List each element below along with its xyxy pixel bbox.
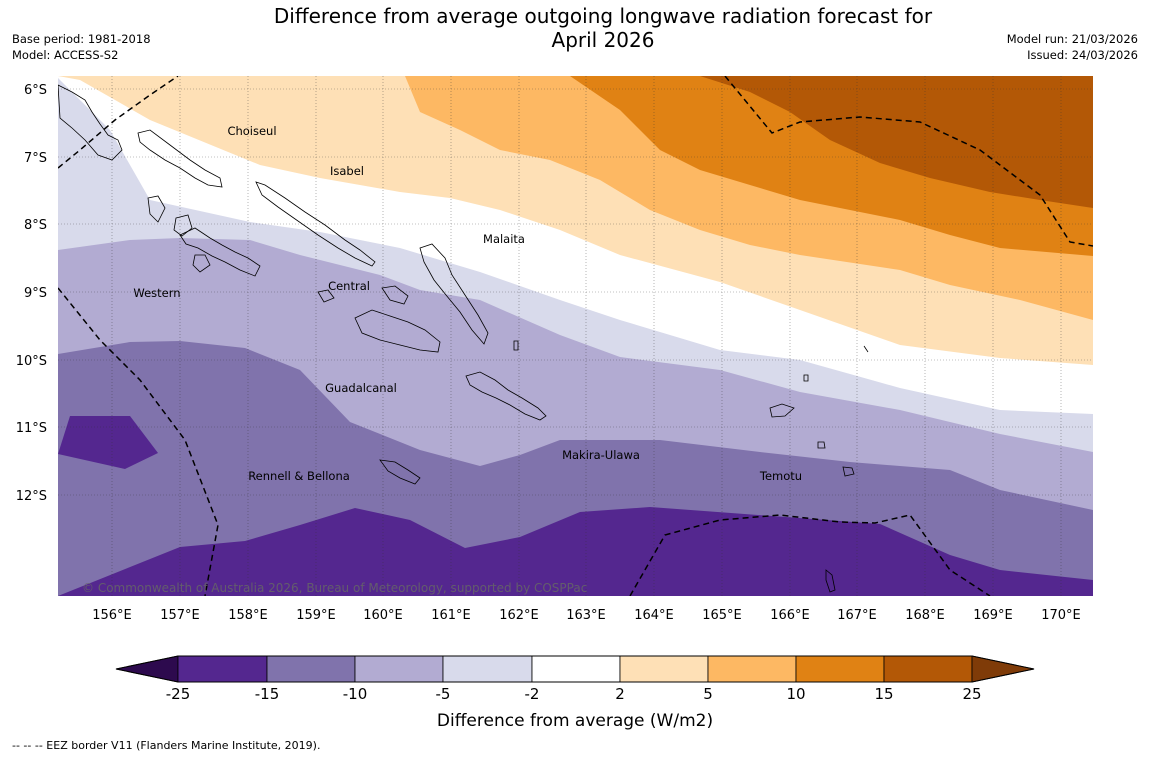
colorbar-cell xyxy=(531,655,621,683)
lon-label: 157°E xyxy=(160,608,200,623)
vella-lavella-island xyxy=(173,214,193,237)
coastlines xyxy=(58,84,869,593)
colorbar-cell xyxy=(177,655,268,683)
colorbar-tick: -2 xyxy=(525,685,540,703)
utupua-island xyxy=(842,466,855,477)
colorbar-tick: -5 xyxy=(436,685,451,703)
region-choiseul: Choiseul xyxy=(227,124,276,138)
colorbar-outline xyxy=(115,655,1035,683)
latitude-labels: 6°S 7°S 8°S 9°S 10°S 11°S 12°S xyxy=(16,83,47,504)
issued-date: Issued: 24/03/2026 xyxy=(1027,48,1138,62)
isabel-island xyxy=(255,181,376,267)
choiseul-island xyxy=(137,129,223,188)
rendova-island xyxy=(192,254,211,273)
ranongga-island xyxy=(147,195,166,223)
lon-label: 159°E xyxy=(296,608,336,623)
map-area: Choiseul Isabel Malaita Western Central … xyxy=(58,76,1093,596)
colorbar-title: Difference from average (W/m2) xyxy=(437,711,713,731)
lon-label: 162°E xyxy=(499,608,539,623)
vanikoro-island xyxy=(817,441,826,449)
colorbar-tick: -10 xyxy=(343,685,368,703)
longitude-labels: 156°E 157°E 158°E 159°E 160°E 161°E 162°… xyxy=(92,608,1081,623)
lon-label: 167°E xyxy=(837,608,877,623)
lon-label: 169°E xyxy=(973,608,1013,623)
colorbar: -25 -15 -10 -5 -2 2 5 10 15 25 Differenc… xyxy=(115,655,1035,731)
region-western: Western xyxy=(133,286,180,300)
lat-label: 9°S xyxy=(24,286,47,301)
colorbar-tick: 15 xyxy=(874,685,893,703)
model-name: Model: ACCESS-S2 xyxy=(12,48,119,62)
russell-islands xyxy=(317,289,335,303)
santa-cruz-island xyxy=(769,403,795,418)
region-central: Central xyxy=(328,279,370,293)
lon-label: 163°E xyxy=(566,608,606,623)
small-island-3 xyxy=(803,374,809,382)
guadalcanal-island xyxy=(354,309,441,353)
colorbar-cell xyxy=(883,655,973,683)
colorbar-tick: 5 xyxy=(703,685,713,703)
lat-label: 7°S xyxy=(24,151,47,166)
lon-label: 156°E xyxy=(92,608,132,623)
colorbar-cell xyxy=(442,655,533,683)
lon-label: 161°E xyxy=(431,608,471,623)
region-rennell-bellona: Rennell & Bellona xyxy=(248,469,350,483)
model-run: Model run: 21/03/2026 xyxy=(1006,32,1138,46)
colorbar-cell xyxy=(354,655,444,683)
small-island-4 xyxy=(863,345,869,353)
lat-label: 11°S xyxy=(16,421,47,436)
lon-label: 158°E xyxy=(228,608,268,623)
bougainville-coast xyxy=(58,84,123,161)
colorbar-tick: 2 xyxy=(615,685,625,703)
title-line-2: April 2026 xyxy=(551,28,655,52)
copyright-notice: © Commonwealth of Australia 2026, Bureau… xyxy=(82,581,587,595)
lon-label: 165°E xyxy=(702,608,742,623)
small-island-2 xyxy=(513,340,519,351)
new-georgia-island xyxy=(179,227,261,277)
lon-label: 170°E xyxy=(1041,608,1081,623)
colorbar-cell xyxy=(266,655,356,683)
meta-right: Model run: 21/03/2026 Issued: 24/03/2026 xyxy=(1007,31,1138,63)
florida-islands xyxy=(381,285,409,305)
colorbar-tick: 25 xyxy=(962,685,981,703)
band-15-to-25 xyxy=(700,76,1093,208)
makira-island xyxy=(465,371,547,421)
malaita-island xyxy=(419,243,489,345)
colorbar-tick: 10 xyxy=(786,685,805,703)
lon-label: 166°E xyxy=(770,608,810,623)
region-temotu: Temotu xyxy=(759,469,802,483)
colorbar-cell xyxy=(619,655,709,683)
lon-label: 160°E xyxy=(363,608,403,623)
region-makira-ulawa: Makira-Ulawa xyxy=(562,448,640,462)
eez-legend-footnote: -- -- -- EEZ border V11 (Flanders Marine… xyxy=(12,739,321,752)
lon-label: 164°E xyxy=(634,608,674,623)
region-isabel: Isabel xyxy=(330,164,364,178)
eez-border xyxy=(58,76,1093,596)
lon-label: 168°E xyxy=(905,608,945,623)
colorbar-tick: -15 xyxy=(255,685,280,703)
meta-left: Base period: 1981-2018 Model: ACCESS-S2 xyxy=(12,31,151,63)
lat-label: 12°S xyxy=(16,489,47,504)
small-island-1 xyxy=(825,569,836,593)
colorbar-cell xyxy=(795,655,885,683)
band-below-minus-25 xyxy=(58,416,158,469)
colorbar-tick: -25 xyxy=(166,685,191,703)
lat-label: 10°S xyxy=(16,354,47,369)
region-malaita: Malaita xyxy=(483,232,525,246)
rennell-island xyxy=(379,459,421,485)
colorbar-cell-overflow xyxy=(971,655,1035,683)
title-line-1: Difference from average outgoing longwav… xyxy=(273,4,933,28)
region-guadalcanal: Guadalcanal xyxy=(325,381,397,395)
chart-title: Difference from average outgoing longwav… xyxy=(200,4,1006,52)
lat-label: 6°S xyxy=(24,83,47,98)
colorbar-cell xyxy=(707,655,797,683)
colorbar-cell-underflow xyxy=(115,655,179,683)
lat-label: 8°S xyxy=(24,218,47,233)
base-period: Base period: 1981-2018 xyxy=(12,32,151,46)
